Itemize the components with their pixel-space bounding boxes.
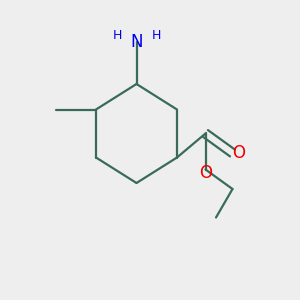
Text: H: H: [151, 29, 161, 42]
Text: O: O: [199, 164, 212, 181]
Text: O: O: [232, 144, 246, 162]
Text: H: H: [112, 29, 122, 42]
Text: N: N: [130, 33, 143, 51]
